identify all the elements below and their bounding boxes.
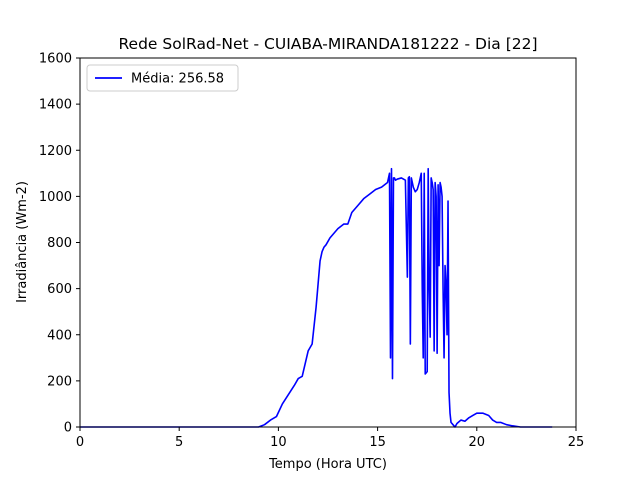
x-tick-label: 0	[76, 435, 84, 450]
y-tick-label: 1400	[39, 98, 72, 113]
x-tick-label: 15	[369, 435, 386, 450]
y-tick-label: 400	[47, 328, 72, 343]
y-axis: 0 200 400 600 800 1000 1200 1400 1600	[39, 52, 80, 436]
y-tick-label: 800	[47, 236, 72, 251]
series-line-0	[80, 167, 553, 428]
y-tick-label: 600	[47, 282, 72, 297]
x-axis: 0 5 10 15 20 25	[76, 427, 584, 450]
y-tick-label: 0	[64, 421, 72, 436]
y-axis-label: Irradiância (Wm-2)	[15, 181, 30, 303]
chart-title: Rede SolRad-Net - CUIABA-MIRANDA181222 -…	[118, 35, 537, 53]
x-tick-label: 5	[175, 435, 183, 450]
y-tick-label: 1600	[39, 52, 72, 67]
x-tick-label: 25	[568, 435, 585, 450]
x-tick-label: 20	[469, 435, 486, 450]
y-tick-label: 1200	[39, 144, 72, 159]
legend: Média: 256.58	[86, 64, 239, 92]
x-tick-label: 10	[270, 435, 287, 450]
y-tick-label: 200	[47, 374, 72, 389]
legend-box	[86, 64, 239, 92]
legend-label: Média: 256.58	[131, 72, 224, 87]
x-axis-label: Tempo (Hora UTC)	[268, 457, 387, 472]
y-tick-label: 1000	[39, 190, 72, 205]
